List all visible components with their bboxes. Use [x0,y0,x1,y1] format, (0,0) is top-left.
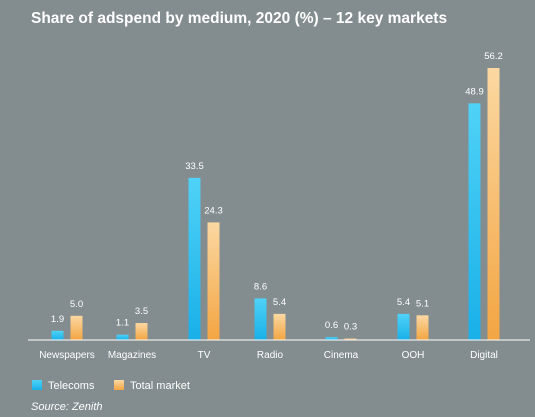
bar-telecoms-newspapers [51,330,64,340]
value-label-total-market-tv: 24.3 [204,205,223,216]
value-label-total-market-ooh: 5.1 [416,298,429,309]
bar-total-market-radio [273,313,286,340]
bar-total-market-digital [487,68,500,340]
bar-telecoms-magazines [116,334,129,340]
bar-telecoms-digital [468,103,481,340]
bar-telecoms-tv [188,177,201,340]
value-label-telecoms-tv: 33.5 [185,161,204,172]
bar-total-market-ooh [416,315,429,340]
bar-telecoms-cinema [325,337,338,340]
value-labels-group: 1.9 5.0 1.1 3.5 33.5 24.3 8.6 5.4 0.6 0.3 5.4 5.1 48… [51,51,503,333]
legend: Telecoms Total market [32,380,190,392]
source-note: Source: Zenith [31,401,103,413]
value-label-telecoms-radio: 8.6 [254,281,267,292]
value-label-total-market-radio: 5.4 [273,297,286,308]
category-label-newspapers: Newspapers [39,350,95,361]
legend-swatch-telecoms [32,380,42,390]
value-label-telecoms-cinema: 0.6 [325,320,338,331]
value-label-total-market-digital: 56.2 [484,51,503,62]
value-label-telecoms-ooh: 5.4 [397,297,410,308]
value-label-total-market-newspapers: 5.0 [70,299,83,310]
legend-label-total-market: Total market [130,380,190,392]
category-label-radio: Radio [257,350,284,361]
bar-telecoms-ooh [397,313,410,340]
bar-telecoms-radio [254,298,267,340]
legend-swatch-total-market [114,380,124,390]
category-label-cinema: Cinema [324,350,359,361]
bar-total-market-magazines [135,323,148,340]
category-label-digital: Digital [470,350,498,361]
category-label-ooh: OOH [402,350,425,361]
value-label-total-market-magazines: 3.5 [135,306,148,317]
value-label-telecoms-newspapers: 1.9 [51,314,64,325]
bars-group [51,68,500,340]
category-label-tv: TV [198,350,211,361]
category-labels-group: Newspapers Magazines TV Radio Cinema OOH Digit… [39,350,498,361]
bar-total-market-tv [207,222,220,340]
value-label-telecoms-digital: 48.9 [465,86,484,97]
legend-label-telecoms: Telecoms [48,380,95,392]
bar-total-market-cinema [344,338,357,340]
chart-title: Share of adspend by medium, 2020 (%) – 1… [31,10,447,27]
value-label-telecoms-magazines: 1.1 [116,318,129,329]
category-label-magazines: Magazines [108,350,156,361]
value-label-total-market-cinema: 0.3 [344,322,357,333]
bar-total-market-newspapers [70,315,83,340]
